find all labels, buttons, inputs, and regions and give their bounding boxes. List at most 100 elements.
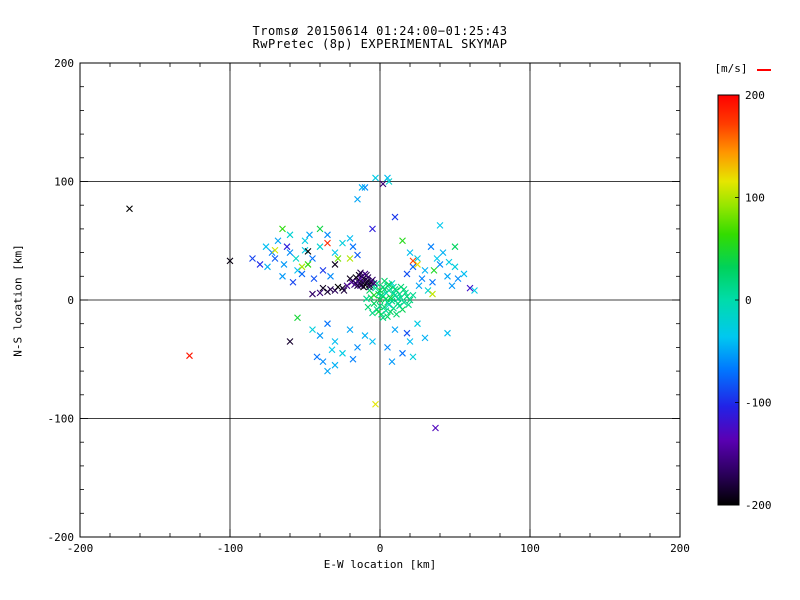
data-point	[316, 289, 324, 297]
data-point	[397, 283, 405, 291]
data-point	[292, 255, 300, 262]
x-tick-label: 200	[670, 542, 690, 555]
data-point	[439, 249, 447, 256]
data-point	[429, 290, 436, 298]
data-point	[294, 266, 301, 274]
data-point	[403, 329, 411, 337]
y-tick-label: -200	[48, 531, 75, 544]
data-point	[414, 261, 421, 268]
data-point	[324, 239, 331, 247]
data-point	[289, 278, 297, 286]
data-point	[286, 231, 294, 239]
data-point	[388, 297, 396, 305]
data-point	[280, 261, 288, 268]
data-point	[454, 275, 462, 283]
data-point	[319, 358, 327, 366]
data-point	[460, 270, 468, 278]
colorbar-tick-label: 0	[745, 294, 752, 307]
data-point	[346, 234, 354, 242]
data-point	[346, 326, 354, 334]
data-point	[448, 282, 456, 290]
data-point	[385, 281, 393, 288]
data-point	[327, 285, 334, 293]
data-point	[294, 314, 301, 322]
data-point	[343, 282, 351, 290]
colorbar-label: [m/s]	[714, 62, 748, 75]
data-point	[186, 352, 193, 360]
data-point	[331, 261, 339, 268]
data-point	[316, 243, 324, 251]
data-point	[319, 284, 327, 292]
data-point	[394, 295, 402, 303]
data-point	[384, 313, 391, 320]
data-point	[363, 295, 370, 303]
data-point	[313, 353, 321, 361]
data-point	[409, 291, 417, 299]
data-point	[427, 243, 435, 251]
data-point	[262, 243, 270, 251]
data-point	[430, 266, 438, 274]
data-point	[354, 251, 361, 259]
data-point	[396, 302, 403, 310]
data-point	[400, 298, 408, 306]
data-point	[393, 310, 400, 318]
data-point	[415, 282, 423, 290]
y-tick-label: 200	[54, 57, 74, 70]
data-point	[376, 296, 384, 304]
x-tick-label: -100	[217, 542, 244, 555]
data-point	[346, 255, 354, 262]
data-point	[372, 284, 379, 292]
data-point	[327, 272, 334, 280]
data-point	[444, 272, 451, 280]
data-point	[286, 338, 294, 345]
data-point	[309, 326, 316, 334]
data-point	[390, 289, 397, 297]
data-point	[334, 255, 342, 262]
data-point	[385, 178, 393, 185]
data-point	[388, 358, 396, 366]
data-point	[418, 275, 426, 283]
data-point	[406, 249, 414, 256]
data-point	[381, 277, 388, 285]
data-point	[264, 263, 271, 271]
plot-border	[79, 62, 681, 538]
data-point	[471, 287, 478, 294]
colorbar-tick-label: -200	[745, 499, 772, 512]
data-point	[421, 334, 429, 342]
data-point	[444, 329, 451, 337]
data-point	[409, 353, 417, 361]
data-point	[354, 344, 361, 351]
data-point	[378, 291, 385, 299]
data-point	[379, 283, 387, 291]
data-point	[226, 257, 234, 265]
data-point	[306, 231, 313, 239]
data-point	[364, 303, 372, 311]
data-point	[369, 225, 376, 233]
x-axis-label: E-W location [km]	[323, 558, 437, 571]
data-point	[370, 300, 378, 307]
data-point	[375, 308, 382, 316]
data-point	[366, 283, 373, 291]
data-point	[324, 320, 331, 328]
data-point	[421, 266, 429, 274]
data-point	[451, 243, 459, 251]
data-point	[286, 249, 294, 256]
data-point	[406, 338, 414, 345]
data-point	[399, 349, 406, 357]
data-point	[310, 275, 318, 283]
data-point	[451, 263, 459, 271]
data-point	[349, 355, 357, 363]
data-point	[271, 246, 279, 254]
data-point	[370, 291, 378, 299]
y-tick-label: -100	[48, 413, 75, 426]
data-point	[298, 263, 306, 271]
data-point	[256, 261, 264, 268]
data-point	[304, 261, 312, 268]
data-point	[414, 255, 421, 262]
x-tick-label: 0	[377, 542, 384, 555]
data-point	[372, 174, 379, 182]
data-point	[369, 276, 376, 284]
data-point	[384, 344, 391, 351]
data-point	[466, 284, 474, 292]
